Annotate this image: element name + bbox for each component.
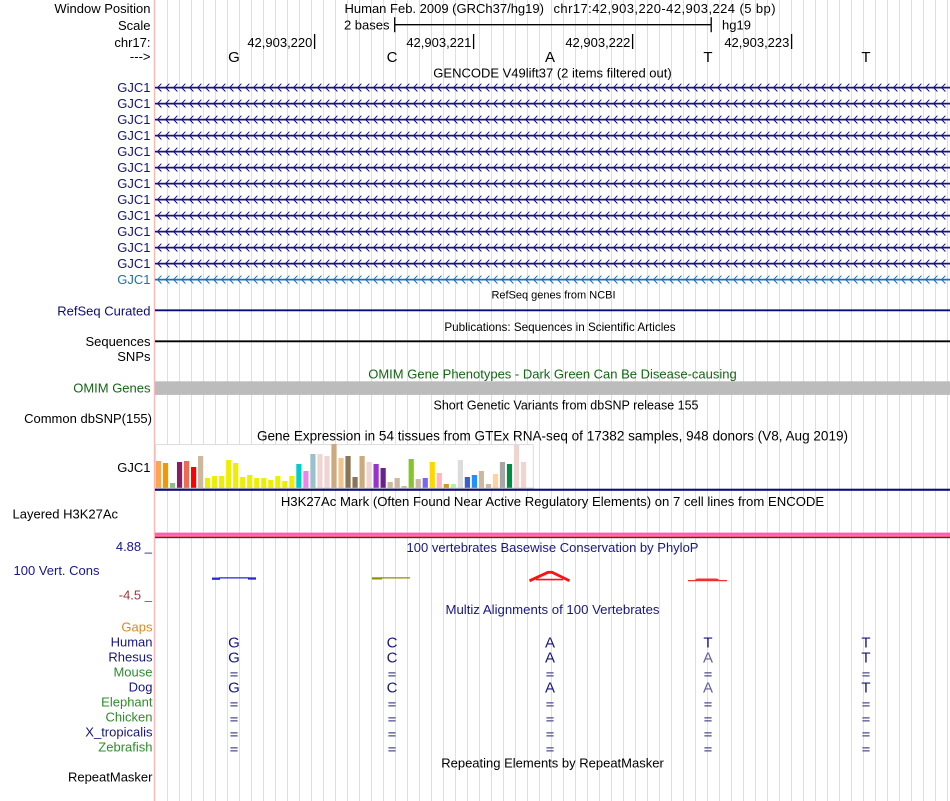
svg-text:Sequences: Sequences [85, 334, 151, 349]
svg-text:GJC1: GJC1 [117, 80, 150, 95]
svg-text:4.88 _: 4.88 _ [116, 539, 153, 554]
svg-text:OMIM Gene Phenotypes - Dark Gr: OMIM Gene Phenotypes - Dark Green Can Be… [368, 366, 737, 381]
svg-text:42,903,222: 42,903,222 [565, 35, 630, 50]
svg-text:T: T [861, 634, 870, 651]
svg-text:T: T [703, 49, 712, 66]
svg-text:G: G [228, 634, 240, 651]
svg-text:C: C [387, 49, 398, 66]
svg-text:OMIM Genes: OMIM Genes [73, 381, 151, 396]
svg-text:Publications: Sequences in Sci: Publications: Sequences in Scientific Ar… [444, 321, 675, 334]
svg-text:X_tropicalis: X_tropicalis [85, 725, 153, 740]
svg-text:C: C [387, 634, 398, 651]
svg-text:Human: Human [111, 635, 153, 650]
svg-text:GJC1: GJC1 [117, 240, 150, 255]
svg-text:G: G [228, 679, 240, 696]
svg-text:A: A [545, 679, 555, 696]
svg-text:GJC1: GJC1 [117, 460, 150, 475]
svg-text:100 vertebrates Basewise Conse: 100 vertebrates Basewise Conservation by… [407, 540, 699, 555]
svg-text:A: A [703, 679, 713, 696]
svg-text:GJC1: GJC1 [117, 96, 150, 111]
svg-text:-4.5 _: -4.5 _ [119, 588, 153, 603]
svg-text:G: G [228, 649, 240, 666]
svg-text:A: A [545, 634, 555, 651]
svg-text:GJC1: GJC1 [117, 272, 150, 287]
svg-text:GJC1: GJC1 [117, 256, 150, 271]
svg-text:100 Vert. Cons: 100 Vert. Cons [14, 563, 100, 578]
svg-text:42,903,223: 42,903,223 [724, 35, 789, 50]
svg-text:T: T [703, 634, 712, 651]
svg-text:Zebrafish: Zebrafish [98, 740, 152, 755]
svg-text:A: A [703, 649, 713, 666]
svg-text:GJC1: GJC1 [117, 160, 150, 175]
svg-text:GJC1: GJC1 [117, 128, 150, 143]
svg-text:Scale: Scale [118, 18, 151, 33]
svg-text:Gaps: Gaps [121, 620, 153, 635]
svg-text:GJC1: GJC1 [117, 144, 150, 159]
svg-text:RefSeq Curated: RefSeq Curated [57, 303, 150, 318]
svg-text:Dog: Dog [129, 680, 153, 695]
svg-text:42,903,221: 42,903,221 [406, 35, 471, 50]
svg-text:Rhesus: Rhesus [108, 650, 153, 665]
svg-text:SNPs: SNPs [117, 349, 151, 364]
svg-text:T: T [861, 649, 870, 666]
svg-text:Elephant: Elephant [101, 695, 153, 710]
svg-text:GJC1: GJC1 [117, 224, 150, 239]
svg-text:--->: ---> [130, 49, 151, 64]
svg-text:T: T [861, 49, 870, 66]
svg-text:Gene Expression in 54 tissues: Gene Expression in 54 tissues from GTEx … [257, 429, 848, 444]
svg-text:C: C [387, 649, 398, 666]
svg-text:GJC1: GJC1 [117, 112, 150, 127]
svg-text:G: G [228, 49, 240, 66]
svg-text:hg19: hg19 [722, 17, 751, 32]
svg-text:Layered H3K27Ac: Layered H3K27Ac [13, 507, 119, 522]
svg-text:GENCODE V49lift37 (2 items fil: GENCODE V49lift37 (2 items filtered out) [433, 66, 671, 81]
svg-text:42,903,220: 42,903,220 [247, 35, 312, 50]
svg-text:Mouse: Mouse [113, 665, 152, 680]
svg-text:Window Position: Window Position [54, 1, 150, 16]
svg-text:chr17:42,903,220-42,903,224 (5: chr17:42,903,220-42,903,224 (5 bp) [554, 1, 776, 16]
svg-text:Human Feb. 2009 (GRCh37/hg19): Human Feb. 2009 (GRCh37/hg19) [345, 1, 544, 16]
svg-text:Short Genetic Variants from db: Short Genetic Variants from dbSNP releas… [434, 399, 699, 413]
svg-text:C: C [387, 679, 398, 696]
svg-text:GJC1: GJC1 [117, 176, 150, 191]
svg-text:T: T [861, 679, 870, 696]
svg-text:Common dbSNP(155): Common dbSNP(155) [24, 411, 152, 426]
svg-text:chr17:: chr17: [114, 35, 150, 50]
svg-text:RefSeq genes from NCBI: RefSeq genes from NCBI [491, 290, 615, 302]
svg-text:H3K27Ac Mark (Often Found Near: H3K27Ac Mark (Often Found Near Active Re… [281, 494, 825, 509]
svg-text:RepeatMasker: RepeatMasker [68, 770, 153, 785]
svg-text:A: A [545, 49, 555, 66]
svg-text:Multiz Alignments of 100 Verte: Multiz Alignments of 100 Vertebrates [445, 602, 659, 617]
svg-text:GJC1: GJC1 [117, 192, 150, 207]
svg-text:Chicken: Chicken [106, 710, 153, 725]
svg-text:A: A [545, 649, 555, 666]
svg-text:2 bases: 2 bases [344, 18, 390, 33]
svg-text:Repeating Elements by RepeatMa: Repeating Elements by RepeatMasker [441, 756, 664, 771]
svg-text:GJC1: GJC1 [117, 208, 150, 223]
